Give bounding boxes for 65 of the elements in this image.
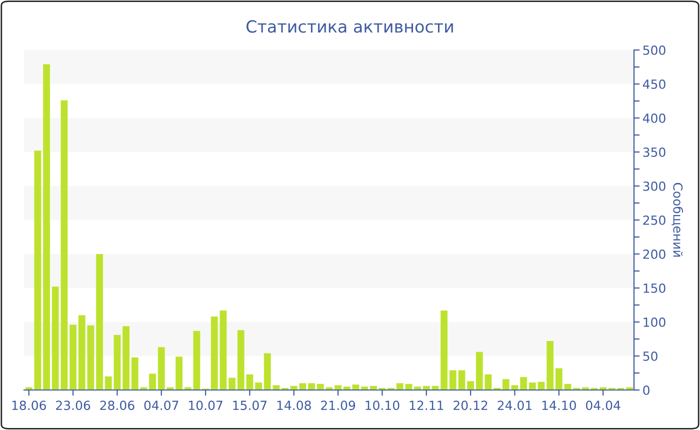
bar <box>114 334 121 390</box>
bar <box>237 330 244 390</box>
bar <box>60 100 68 390</box>
bar <box>104 376 112 390</box>
bar <box>122 326 130 390</box>
y-tick-label: 500 <box>643 45 666 55</box>
bar <box>476 352 483 390</box>
y-axis-title: Сообщений <box>672 182 684 257</box>
x-tick-label: 15.07 <box>233 400 267 410</box>
x-tick-label: 04.04 <box>586 400 620 410</box>
x-tick-label: 14.08 <box>277 400 311 410</box>
bar <box>458 370 466 390</box>
bar <box>149 374 156 390</box>
bar <box>555 368 562 390</box>
bar <box>70 324 76 390</box>
y-tick-label: 300 <box>643 181 666 191</box>
bar <box>131 357 138 390</box>
bar <box>467 381 474 390</box>
y-tick-label: 150 <box>644 283 666 293</box>
x-tick-label: 12.11 <box>410 400 444 410</box>
bar <box>528 382 536 390</box>
y-tick-label: 200 <box>643 249 666 259</box>
x-tick-label: 23.06 <box>56 400 90 410</box>
x-tick-label: 10.10 <box>366 400 400 410</box>
y-tick-label: 450 <box>642 79 666 89</box>
x-tick-label: 21.09 <box>321 400 356 410</box>
chart-title: Статистика активности <box>246 20 453 33</box>
x-tick-label: 24.01 <box>498 400 532 410</box>
bar <box>43 64 50 390</box>
bar <box>96 254 103 390</box>
bar <box>255 382 262 390</box>
bar <box>334 385 342 390</box>
bar <box>78 315 86 390</box>
y-tick-label: 0 <box>643 385 650 395</box>
bar <box>308 383 315 390</box>
bar <box>440 310 448 390</box>
bar <box>520 377 528 390</box>
bar <box>546 341 554 390</box>
bar <box>396 383 404 390</box>
bar <box>176 356 182 390</box>
bar <box>246 374 254 390</box>
bar <box>228 378 236 390</box>
x-tick-label: 20.12 <box>454 400 488 410</box>
y-tick-label: 250 <box>643 215 666 225</box>
bar <box>210 316 218 390</box>
bar <box>264 353 271 390</box>
bar <box>449 370 456 390</box>
bar <box>220 310 227 390</box>
x-tick-label: 04.07 <box>144 400 178 410</box>
bar <box>193 330 200 390</box>
x-tick-label: 18.06 <box>12 400 46 410</box>
bar <box>502 379 510 390</box>
y-tick-label: 100 <box>644 317 666 327</box>
bar <box>316 384 324 390</box>
bar <box>87 325 94 390</box>
bar <box>299 383 306 390</box>
bar <box>158 347 165 390</box>
x-tick-label: 14.10 <box>542 400 576 410</box>
y-tick-label: 350 <box>643 147 666 157</box>
x-tick-label: 28.06 <box>100 400 134 410</box>
x-tick-label: 10.07 <box>189 400 222 410</box>
y-tick-label: 50 <box>643 351 658 361</box>
y-tick-label: 400 <box>642 113 666 123</box>
bar <box>484 374 492 390</box>
bar <box>52 286 59 390</box>
